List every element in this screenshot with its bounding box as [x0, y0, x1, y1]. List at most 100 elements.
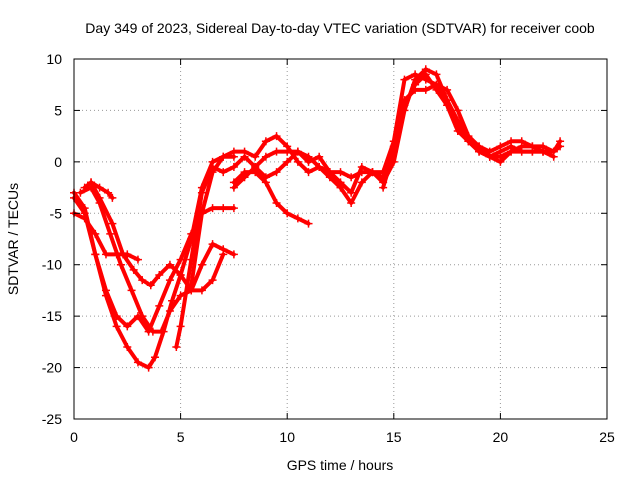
data-point-marker	[315, 152, 324, 161]
data-point-marker	[549, 147, 558, 156]
data-point-marker	[197, 286, 206, 295]
data-point-marker	[293, 157, 302, 166]
data-point-marker	[389, 147, 398, 156]
data-point-marker	[219, 204, 228, 213]
data-point-marker	[475, 147, 484, 156]
data-point-marker	[347, 173, 356, 182]
data-point-marker	[148, 327, 157, 336]
data-point-marker	[464, 137, 473, 146]
x-tick-label: 15	[386, 429, 402, 445]
data-point-marker	[229, 178, 238, 187]
series-line	[78, 185, 236, 334]
data-point-marker	[357, 178, 366, 187]
data-point-marker	[443, 96, 452, 105]
data-point-marker	[155, 271, 164, 279]
data-point-marker	[108, 219, 117, 228]
data-point-marker	[283, 147, 292, 156]
data-point-marker	[197, 260, 206, 269]
series-track-k	[379, 80, 558, 192]
data-point-marker	[133, 255, 142, 264]
chart-title: Day 349 of 2023, Sidereal Day-to-day VTE…	[85, 20, 595, 36]
plot-frame	[73, 58, 608, 420]
data-point-marker	[379, 183, 388, 192]
data-point-marker	[517, 137, 526, 146]
data-point-marker	[368, 168, 377, 177]
data-point-marker	[123, 250, 132, 259]
data-point-marker	[336, 178, 345, 187]
data-point-marker	[432, 70, 441, 79]
data-point-marker	[76, 188, 85, 197]
data-point-marker	[261, 152, 270, 161]
data-point-marker	[116, 260, 125, 269]
data-point-marker	[91, 250, 100, 259]
data-point-marker	[146, 281, 155, 290]
data-point-marker	[104, 188, 113, 197]
y-tick-label: -25	[42, 411, 62, 427]
grid-lines	[74, 59, 607, 419]
data-point-marker	[187, 281, 196, 290]
x-tick-label: 20	[493, 429, 509, 445]
data-point-marker	[151, 353, 160, 362]
data-point-marker	[272, 132, 281, 141]
data-point-marker	[91, 229, 100, 238]
series-line	[89, 180, 115, 200]
data-point-marker	[507, 147, 516, 156]
y-tick-label: 5	[54, 102, 62, 118]
series-track-c	[76, 183, 238, 336]
data-point-marker	[112, 322, 121, 331]
data-point-marker	[272, 147, 281, 156]
data-point-marker	[240, 147, 249, 156]
data-point-marker	[453, 106, 462, 115]
axis-ticks	[73, 58, 608, 420]
data-point-marker	[283, 157, 292, 166]
data-point-marker	[108, 193, 117, 202]
data-point-marker	[411, 70, 420, 79]
data-point-marker	[251, 152, 260, 161]
data-point-marker	[123, 322, 132, 331]
data-point-marker	[229, 204, 238, 213]
data-point-marker	[421, 85, 430, 94]
series-line	[189, 72, 563, 288]
data-point-marker	[155, 301, 164, 310]
data-point-marker	[176, 291, 185, 300]
data-point-marker	[304, 157, 313, 166]
axis-tick-labels: 0 5 10 15 20 25 -25 -20 -15 -10 -5 0 5 10	[42, 51, 615, 445]
data-point-marker	[101, 250, 110, 259]
x-axis-label: GPS time / hours	[287, 457, 394, 473]
x-tick-label: 25	[599, 429, 615, 445]
data-point-marker	[138, 276, 147, 285]
series-track-j	[229, 168, 313, 228]
data-point-marker	[432, 80, 441, 89]
data-point-marker	[240, 168, 249, 177]
data-point-marker	[411, 85, 420, 94]
data-point-marker	[304, 219, 313, 228]
data-point-marker	[539, 147, 548, 156]
data-point-marker	[251, 168, 260, 177]
series-track-h	[187, 70, 565, 290]
data-point-marker	[172, 343, 181, 351]
y-axis-label: SDTVAR / TECUs	[5, 183, 21, 295]
data-point-marker	[421, 70, 430, 79]
data-point-marker	[485, 152, 494, 161]
data-point-marker	[165, 260, 174, 269]
data-point-marker	[133, 358, 142, 367]
data-point-marker	[283, 209, 292, 218]
y-tick-label: -5	[50, 205, 63, 221]
data-point-marker	[208, 276, 217, 285]
data-series	[70, 65, 565, 372]
data-point-marker	[315, 163, 324, 171]
data-point-marker	[261, 178, 270, 187]
data-point-marker	[144, 363, 153, 372]
data-point-marker	[347, 199, 356, 207]
data-point-marker	[138, 312, 147, 321]
data-point-marker	[261, 137, 270, 146]
data-point-marker	[517, 147, 526, 156]
data-point-marker	[80, 214, 89, 223]
data-point-marker	[325, 168, 334, 177]
data-point-marker	[293, 147, 302, 156]
y-tick-label: 0	[54, 154, 62, 170]
data-point-marker	[453, 121, 462, 130]
data-point-marker	[219, 250, 228, 259]
data-point-marker	[127, 286, 136, 295]
